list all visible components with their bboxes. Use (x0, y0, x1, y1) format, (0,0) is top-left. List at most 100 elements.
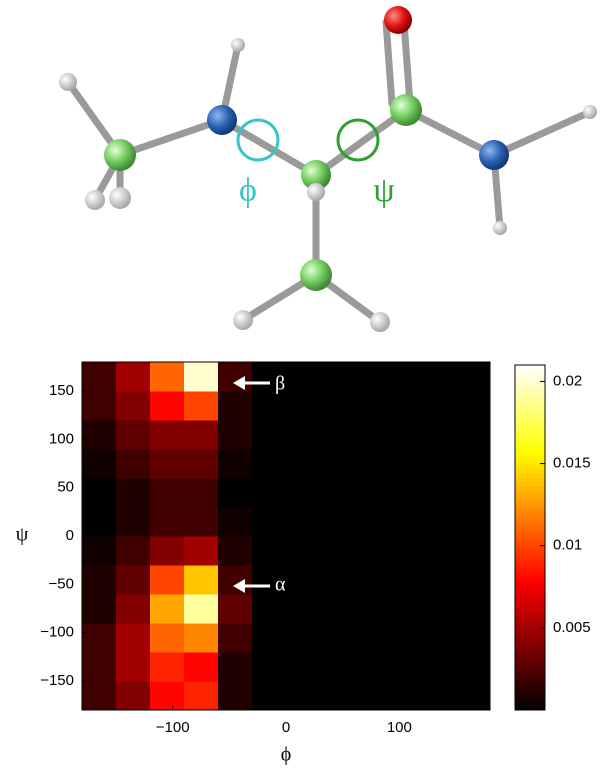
heat-cell (286, 362, 321, 392)
heat-cell (218, 536, 253, 566)
heat-cell (388, 623, 423, 653)
beta-label: β (275, 373, 285, 395)
colorbar-step (515, 529, 545, 534)
heat-cell (456, 478, 491, 508)
colorbar-step (515, 481, 545, 486)
heat-cell (184, 536, 219, 566)
heat-cell (286, 507, 321, 537)
colorbar-step (515, 447, 545, 452)
heat-cell (150, 536, 185, 566)
heat-cell (422, 391, 457, 421)
heat-cell (218, 652, 253, 682)
heat-cell (252, 681, 287, 711)
bond (222, 120, 316, 175)
heat-cell (456, 362, 491, 392)
colorbar-step (515, 408, 545, 413)
heat-cell (150, 391, 185, 421)
x-tick-label: 0 (282, 719, 290, 736)
heat-cell (422, 507, 457, 537)
atom-c (104, 139, 136, 171)
heat-cell (218, 681, 253, 711)
atom-c (390, 94, 422, 126)
bond (494, 112, 590, 155)
heat-cell (184, 507, 219, 537)
heat-cell (456, 507, 491, 537)
bond (120, 120, 222, 155)
heat-cell (116, 565, 151, 595)
bond (404, 22, 410, 104)
colorbar-step (515, 391, 545, 396)
y-tick-label: 150 (49, 382, 74, 399)
heat-cell (82, 391, 117, 421)
atom-h (307, 183, 325, 201)
colorbar-step (515, 490, 545, 495)
colorbar-step (515, 417, 545, 422)
colorbar-step (515, 589, 545, 594)
colorbar-step (515, 546, 545, 551)
heat-cell (252, 536, 287, 566)
colorbar-step (515, 456, 545, 461)
heat-cell (354, 362, 389, 392)
heat-cell (320, 507, 355, 537)
colorbar-step (515, 412, 545, 417)
heat-cell (286, 420, 321, 450)
page: ϕ ψ β α ϕ ψ −1000100150100500−50−100−150… (0, 0, 605, 770)
colorbar-step (515, 607, 545, 612)
colorbar-step (515, 663, 545, 668)
atom-h (59, 73, 77, 91)
colorbar-step (515, 387, 545, 392)
heat-cell (82, 507, 117, 537)
heat-cell (82, 362, 117, 392)
heat-cell (116, 362, 151, 392)
heat-cell (388, 449, 423, 479)
y-tick-label: 100 (49, 430, 74, 447)
heat-cell (422, 362, 457, 392)
heat-cell (116, 681, 151, 711)
heat-cell (456, 565, 491, 595)
heat-cell (116, 652, 151, 682)
heat-cell (354, 594, 389, 624)
colorbar-step (515, 425, 545, 430)
heat-cell (184, 391, 219, 421)
heat-cell (150, 449, 185, 479)
colorbar-step (515, 680, 545, 685)
heat-cell (388, 594, 423, 624)
colorbar-tick-label: 0.015 (553, 455, 591, 472)
heat-cell (252, 652, 287, 682)
heat-cell (218, 565, 253, 595)
heat-cell (422, 565, 457, 595)
colorbar-step (515, 520, 545, 525)
colorbar-step (515, 369, 545, 374)
colorbar-step (515, 555, 545, 560)
heat-cell (456, 391, 491, 421)
heat-cell (150, 507, 185, 537)
colorbar-step (515, 637, 545, 642)
heat-cell (286, 681, 321, 711)
heat-cell (218, 449, 253, 479)
heat-cell (286, 449, 321, 479)
colorbar-step (515, 499, 545, 504)
heat-cell (320, 478, 355, 508)
x-axis-label: ϕ (281, 744, 292, 766)
heat-cell (286, 536, 321, 566)
heat-cell (82, 478, 117, 508)
colorbar-step (515, 581, 545, 586)
heat-cell (116, 420, 151, 450)
heat-cell (422, 623, 457, 653)
heat-cell (388, 536, 423, 566)
heat-cell (150, 594, 185, 624)
colorbar-step (515, 434, 545, 439)
colorbar-step (515, 451, 545, 456)
colorbar-step (515, 667, 545, 672)
heat-cell (82, 565, 117, 595)
colorbar-step (515, 693, 545, 698)
heat-cell (286, 652, 321, 682)
heat-cell (320, 362, 355, 392)
colorbar-step (515, 550, 545, 555)
heat-cell (82, 420, 117, 450)
heat-cell (320, 420, 355, 450)
heat-cell (388, 420, 423, 450)
heat-cell (422, 478, 457, 508)
y-tick-label: −50 (49, 575, 74, 592)
heat-cell (150, 652, 185, 682)
